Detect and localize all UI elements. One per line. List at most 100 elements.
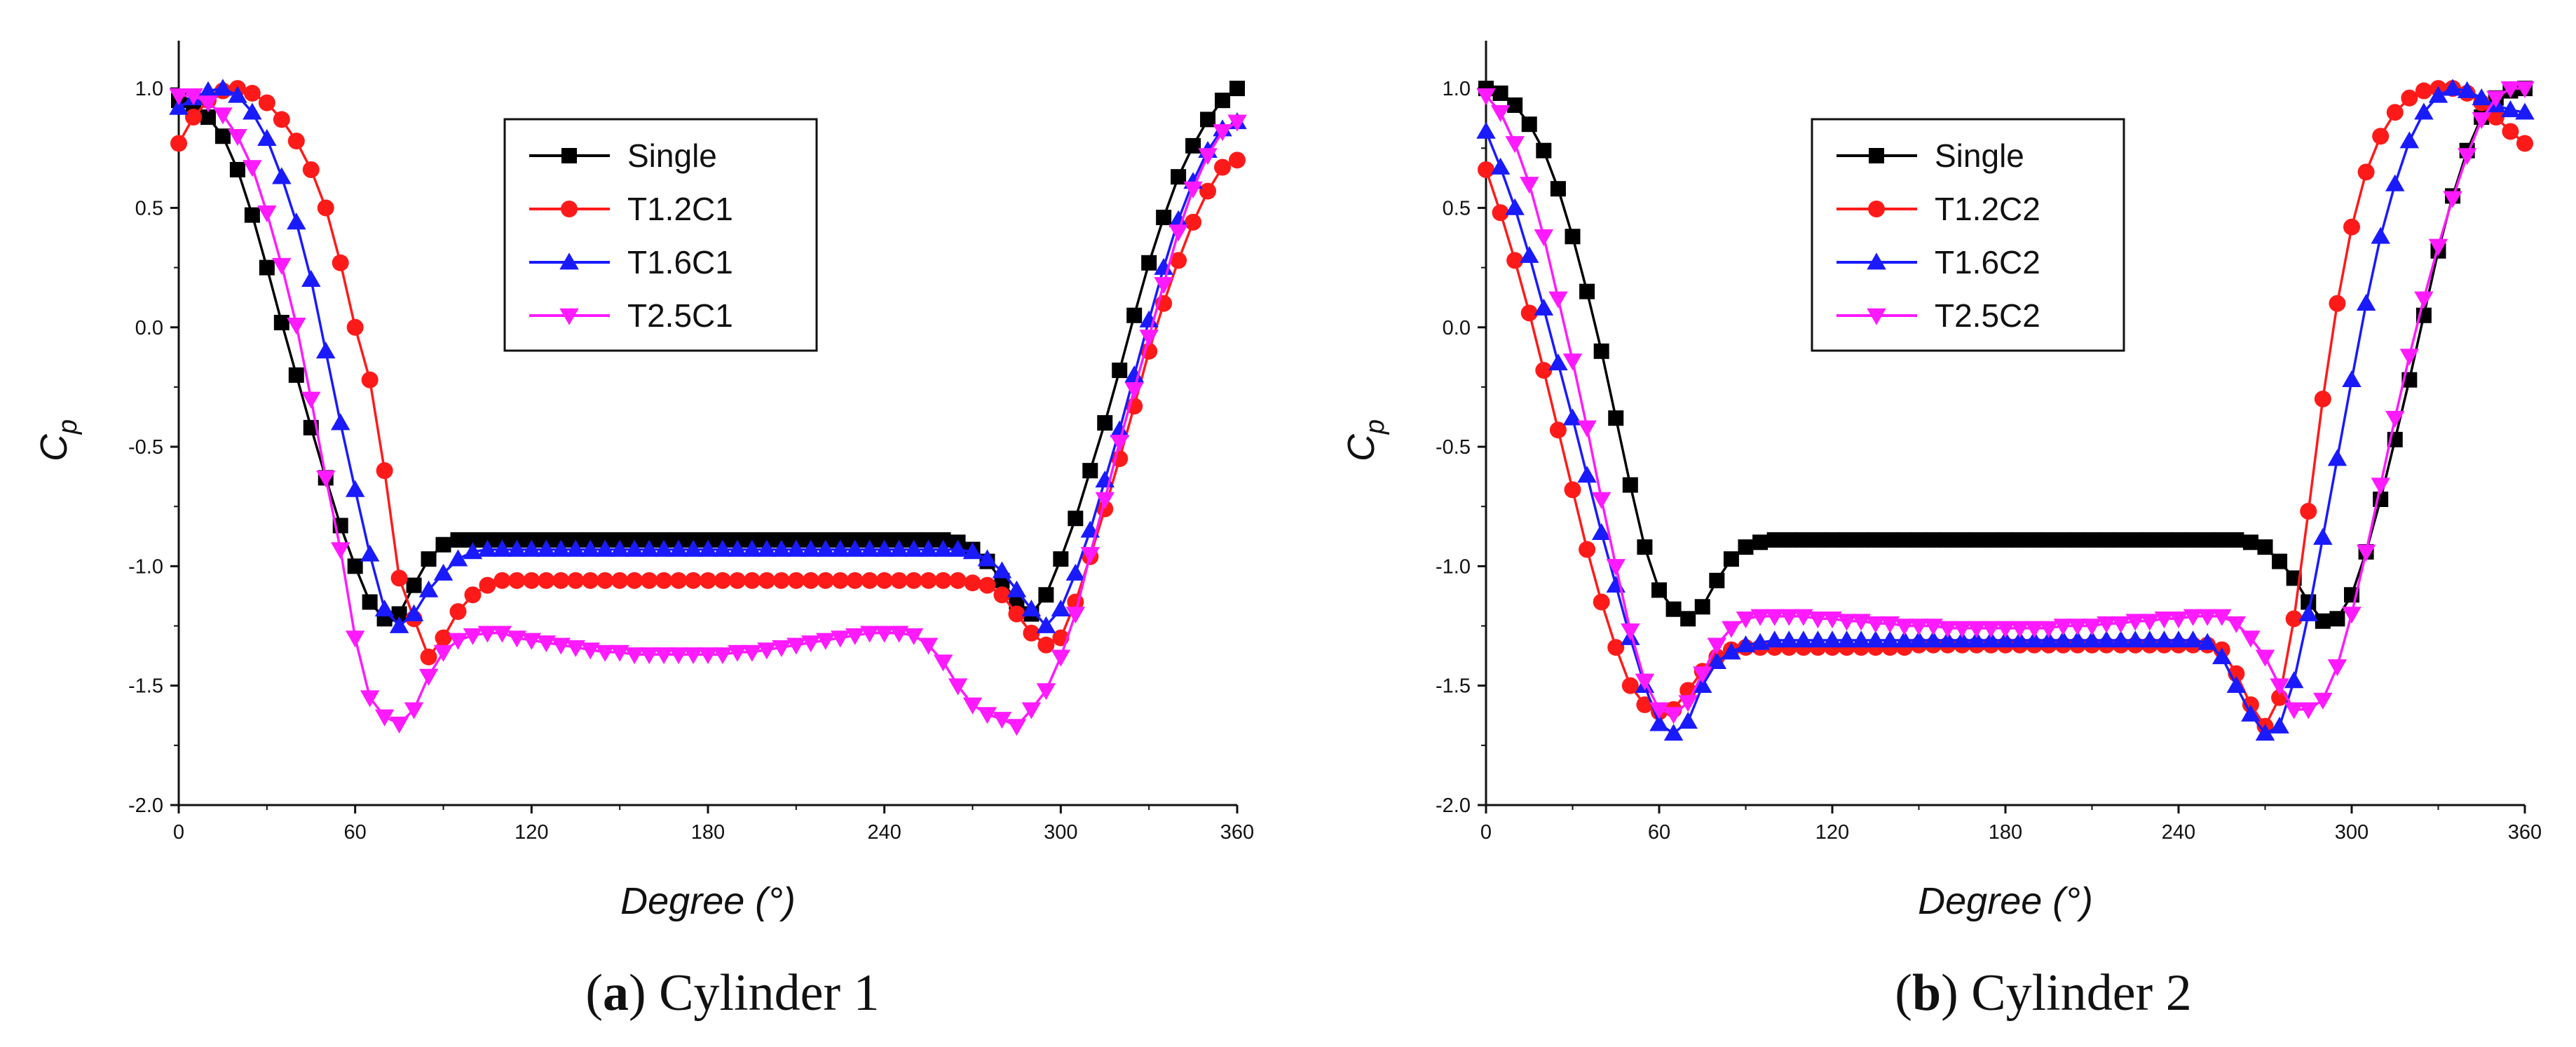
data-point xyxy=(1895,619,1914,636)
data-point xyxy=(962,542,983,560)
y-tick-label-a: -0.5 xyxy=(128,436,163,459)
data-point xyxy=(1476,121,1496,139)
data-point xyxy=(831,539,850,557)
data-point xyxy=(597,572,614,589)
data-point xyxy=(1866,630,1886,648)
data-point xyxy=(1998,532,2013,548)
data-point xyxy=(2127,532,2144,548)
data-point xyxy=(1065,607,1086,624)
data-point xyxy=(1825,532,1840,548)
data-point xyxy=(287,133,305,150)
data-point xyxy=(479,576,496,594)
data-point xyxy=(213,107,233,125)
data-point xyxy=(2082,619,2102,636)
data-point xyxy=(477,539,498,557)
data-point xyxy=(685,572,702,589)
data-point xyxy=(2457,148,2477,166)
data-point xyxy=(1505,136,1525,154)
data-point xyxy=(655,572,673,589)
y-tick-label-b: 0.5 xyxy=(1443,197,1471,219)
data-point xyxy=(1779,630,1799,648)
data-point xyxy=(1562,353,1583,371)
data-point xyxy=(1723,551,1739,567)
data-point xyxy=(626,572,643,589)
data-point xyxy=(1520,245,1539,263)
data-point xyxy=(2069,532,2085,548)
data-point xyxy=(1593,593,1610,611)
data-point xyxy=(435,536,451,553)
y-tick-label-a: 0.5 xyxy=(135,197,163,219)
data-point xyxy=(1478,161,1494,178)
data-point xyxy=(1694,599,1710,615)
data-point xyxy=(2443,191,2462,208)
y-axis-title-b: Cp xyxy=(1340,419,1390,461)
data-point xyxy=(2399,349,2420,366)
y-tick-label-a: -2.0 xyxy=(128,795,163,817)
data-point xyxy=(2183,630,2203,648)
legend-label-a-2: T1.6C1 xyxy=(627,244,733,281)
data-point xyxy=(2125,614,2145,631)
data-point xyxy=(1021,702,1042,720)
data-point xyxy=(507,539,527,557)
data-point xyxy=(2371,478,2390,495)
data-point xyxy=(1909,630,1929,648)
data-point xyxy=(1124,365,1144,383)
data-point xyxy=(1794,630,1813,648)
y-tick-label-b: -0.5 xyxy=(1436,436,1471,459)
data-point xyxy=(1635,673,1655,691)
data-point xyxy=(330,542,350,560)
data-point xyxy=(1967,621,1986,638)
data-point xyxy=(2313,692,2333,710)
data-point xyxy=(2141,532,2158,548)
x-tick-label-b: 0 xyxy=(1480,821,1492,844)
data-point xyxy=(1007,719,1027,736)
data-point xyxy=(831,572,849,589)
data-point xyxy=(1678,695,1698,712)
data-point xyxy=(595,539,615,557)
data-point xyxy=(992,712,1012,729)
data-point xyxy=(934,572,952,589)
legend-label-b-3: T2.5C2 xyxy=(1935,297,2040,334)
data-point xyxy=(464,586,482,604)
data-point xyxy=(1822,612,1842,629)
data-point xyxy=(1750,633,1770,650)
data-point xyxy=(2024,621,2044,638)
data-point xyxy=(861,572,878,589)
data-point xyxy=(2428,86,2448,103)
data-point xyxy=(2372,128,2390,145)
data-point xyxy=(1021,599,1042,616)
data-point xyxy=(551,539,571,557)
data-point xyxy=(948,678,968,696)
data-point xyxy=(538,572,555,589)
legend-box-b xyxy=(1811,118,2125,352)
data-point xyxy=(1577,466,1597,483)
data-point xyxy=(2486,90,2506,108)
data-point xyxy=(1911,532,1927,548)
data-point xyxy=(1200,112,1216,128)
data-point xyxy=(1534,298,1554,316)
data-point xyxy=(1550,181,1566,197)
data-point xyxy=(288,367,304,383)
data-point xyxy=(435,629,452,647)
data-point xyxy=(1766,532,1783,548)
data-point xyxy=(2039,621,2059,638)
data-point xyxy=(347,558,363,574)
data-point xyxy=(1492,85,1508,101)
data-point xyxy=(1880,630,1900,648)
data-point xyxy=(2255,649,2275,667)
data-point xyxy=(567,572,585,589)
data-point xyxy=(523,572,540,589)
data-point xyxy=(610,644,629,662)
data-point xyxy=(448,633,468,650)
data-point xyxy=(2226,616,2247,633)
data-point xyxy=(2241,704,2261,722)
data-point xyxy=(683,647,703,665)
data-point xyxy=(391,606,407,622)
data-point xyxy=(1534,229,1554,247)
data-point xyxy=(1693,666,1712,684)
data-point xyxy=(962,697,983,715)
data-point xyxy=(1097,415,1113,431)
data-point xyxy=(1112,363,1128,379)
data-point xyxy=(507,630,527,648)
data-point xyxy=(2315,613,2331,629)
